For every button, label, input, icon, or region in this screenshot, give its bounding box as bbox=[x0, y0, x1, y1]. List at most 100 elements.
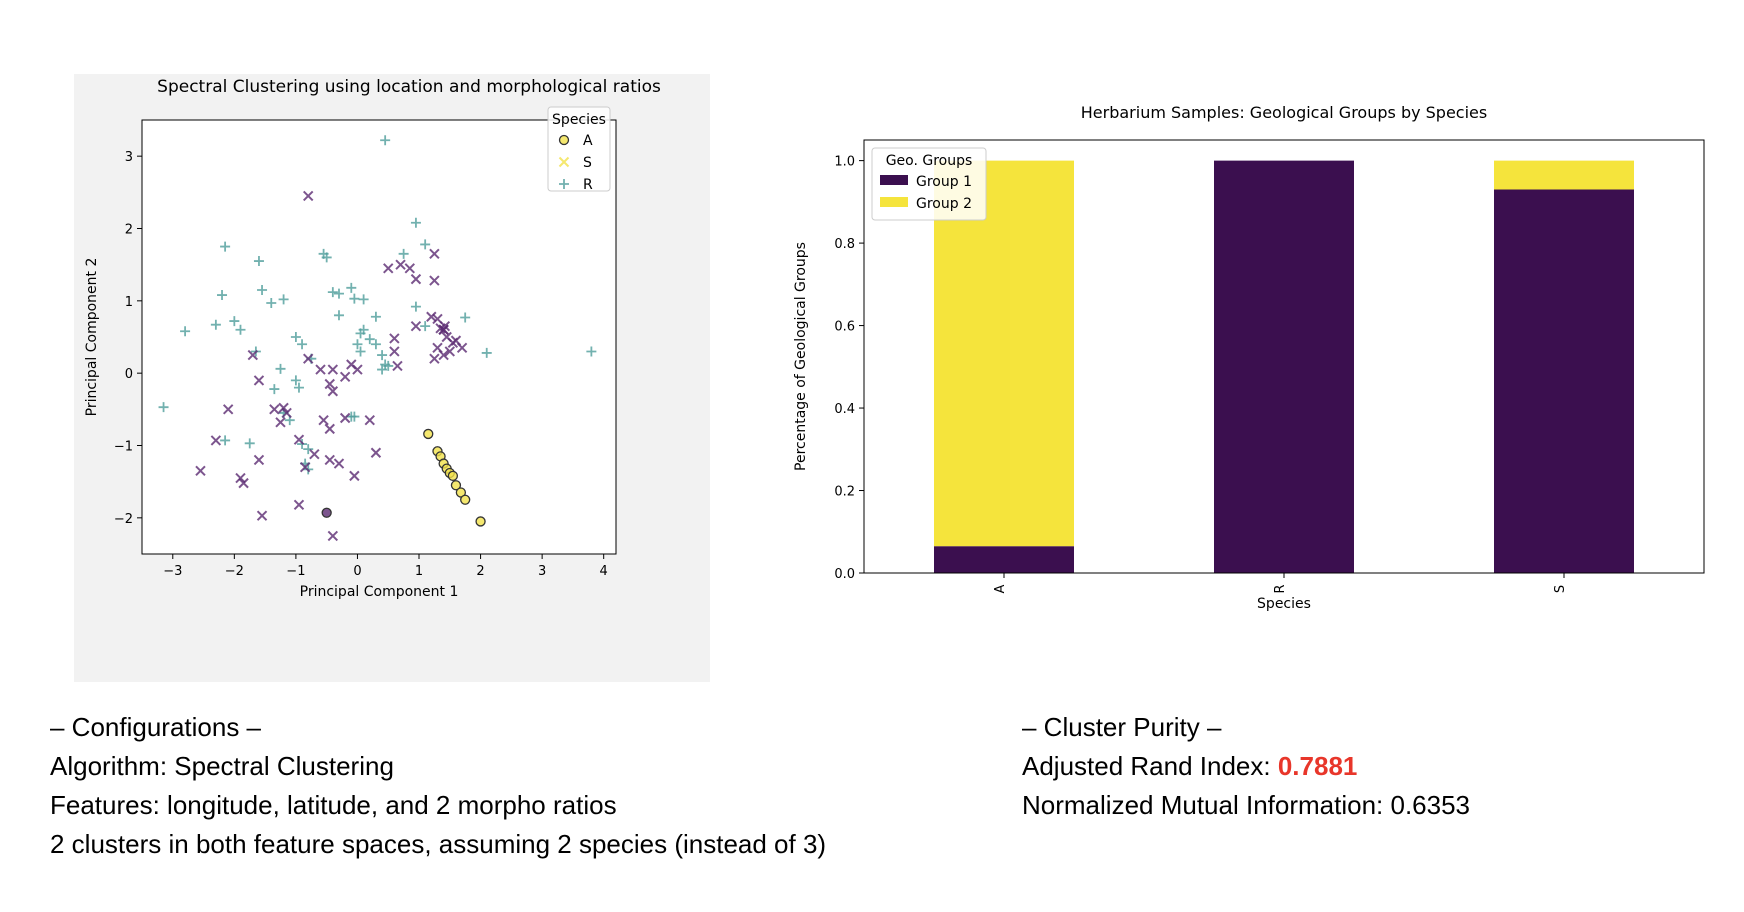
scatter-point-r bbox=[346, 282, 357, 293]
scatter-point-s bbox=[395, 259, 406, 270]
scatter-x-tick-label: 4 bbox=[600, 564, 608, 579]
scatter-point-r bbox=[253, 256, 264, 267]
scatter-point-r bbox=[377, 364, 388, 375]
scatter-point-s bbox=[235, 472, 246, 484]
scatter-point-s bbox=[253, 454, 265, 466]
scatter-point-s bbox=[247, 349, 259, 361]
bar-x-tick-label: A bbox=[993, 584, 1008, 593]
scatter-point-r bbox=[220, 435, 231, 446]
bar-x-axis-label: Species bbox=[1257, 596, 1311, 612]
configurations-block: – Configurations – Algorithm: Spectral C… bbox=[50, 708, 826, 864]
scatter-point-r bbox=[210, 319, 221, 330]
ari-line: Adjusted Rand Index: 0.7881 bbox=[1022, 747, 1470, 786]
scatter-point-s bbox=[352, 364, 363, 375]
scatter-point-s bbox=[429, 248, 440, 260]
scatter-point-s bbox=[293, 499, 305, 511]
scatter-point-s bbox=[269, 404, 280, 415]
scatter-point-r bbox=[370, 311, 381, 322]
scatter-point-s bbox=[404, 263, 415, 274]
cluster-purity-heading: – Cluster Purity – bbox=[1022, 712, 1222, 742]
bar-y-tick-label: 0.0 bbox=[834, 567, 855, 582]
scatter-point-s bbox=[339, 371, 351, 382]
scatter-point-r bbox=[269, 384, 280, 395]
scatter-point-r bbox=[180, 326, 191, 337]
scatter-point-s bbox=[253, 375, 265, 386]
scatter-point-s bbox=[293, 434, 305, 445]
scatter-point-s bbox=[238, 477, 249, 489]
scatter-plot-panel: Spectral Clustering using location and m… bbox=[74, 74, 710, 682]
configurations-heading: – Configurations – bbox=[50, 712, 262, 742]
bar-segment-r-group-1 bbox=[1214, 160, 1354, 573]
scatter-y-tick-label: 3 bbox=[125, 150, 133, 165]
scatter-point-s bbox=[324, 423, 335, 435]
scatter-point-r bbox=[235, 324, 246, 335]
scatter-point-s bbox=[426, 311, 437, 322]
bar-legend-label-2: Group 2 bbox=[916, 196, 972, 212]
stacked-bar-chart: Herbarium Samples: Geological Groups by … bbox=[793, 103, 1705, 612]
scatter-point-s bbox=[222, 404, 234, 415]
scatter-point-s bbox=[303, 190, 314, 202]
scatter-point-r bbox=[410, 301, 421, 312]
scatter-point-r bbox=[303, 444, 314, 455]
scatter-point-s bbox=[299, 461, 311, 473]
scatter-point-s bbox=[278, 402, 289, 414]
scatter-point-r bbox=[377, 350, 388, 361]
scatter-point-s bbox=[456, 342, 468, 354]
bar-legend-label-1: Group 1 bbox=[916, 174, 972, 190]
scatter-point-r bbox=[358, 294, 369, 305]
bar-y-axis-label: Percentage of Geological Groups bbox=[793, 242, 809, 471]
bar-y-tick-label: 0.4 bbox=[834, 402, 855, 417]
bar-x-tick-label: R bbox=[1273, 584, 1288, 593]
scatter-point-r bbox=[355, 346, 366, 357]
scatter-point-r bbox=[257, 284, 268, 295]
scatter-point-s bbox=[383, 263, 394, 274]
scatter-point-s bbox=[392, 360, 403, 372]
scatter-y-tick-label: −1 bbox=[114, 440, 133, 455]
scatter-legend-marker-r bbox=[559, 179, 569, 189]
scatter-point-r bbox=[355, 328, 366, 339]
scatter-point-r bbox=[244, 438, 255, 449]
nmi-text: Normalized Mutual Information: 0.6353 bbox=[1022, 790, 1471, 820]
bar-segment-s-group-2 bbox=[1494, 160, 1634, 190]
scatter-point-s bbox=[256, 510, 268, 521]
scatter-point-r bbox=[333, 288, 344, 299]
scatter-point-s bbox=[327, 386, 339, 397]
scatter-point-s bbox=[439, 320, 451, 332]
scatter-point-r bbox=[586, 346, 597, 357]
cluster-purity-block: – Cluster Purity – Adjusted Rand Index: … bbox=[1022, 708, 1470, 825]
scatter-point-s bbox=[429, 353, 440, 364]
scatter-x-tick-label: 0 bbox=[353, 564, 361, 579]
scatter-point-s bbox=[315, 364, 326, 375]
scatter-x-tick-label: 2 bbox=[476, 564, 484, 579]
scatter-point-s bbox=[339, 412, 351, 424]
scatter-point-s bbox=[410, 320, 422, 332]
scatter-point-s bbox=[275, 417, 286, 428]
scatter-point-s bbox=[327, 364, 339, 375]
scatter-point-a bbox=[423, 428, 434, 440]
scatter-point-r bbox=[481, 347, 492, 358]
scatter-x-tick-label: −3 bbox=[163, 564, 182, 579]
scatter-point-r bbox=[398, 248, 409, 259]
scatter-title: Spectral Clustering using location and m… bbox=[157, 77, 661, 97]
scatter-point-s bbox=[370, 447, 382, 458]
scatter-point-r bbox=[321, 252, 332, 263]
bar-plot-frame bbox=[863, 139, 1705, 574]
scatter-legend-label-s: S bbox=[583, 155, 592, 171]
scatter-point-r bbox=[266, 298, 277, 309]
scatter-point-a bbox=[447, 470, 459, 482]
scatter-point-s bbox=[195, 465, 206, 477]
scatter-point-r bbox=[293, 382, 304, 393]
scatter-point-r bbox=[220, 241, 231, 252]
scatter-point-s bbox=[309, 448, 320, 460]
scatter-point-r bbox=[297, 339, 308, 350]
scatter-point-s bbox=[438, 349, 449, 361]
scatter-point-s bbox=[327, 530, 339, 542]
scatter-plot-area bbox=[141, 119, 617, 555]
scatter-legend-box bbox=[547, 106, 611, 192]
scatter-x-tick-label: 1 bbox=[415, 564, 423, 579]
bar-segment-a-group-1 bbox=[934, 546, 1074, 573]
scatter-x-tick-label: −2 bbox=[225, 564, 244, 579]
ari-label: Adjusted Rand Index: bbox=[1022, 751, 1278, 781]
scatter-point-a bbox=[475, 516, 486, 527]
scatter-point-s bbox=[303, 353, 314, 364]
